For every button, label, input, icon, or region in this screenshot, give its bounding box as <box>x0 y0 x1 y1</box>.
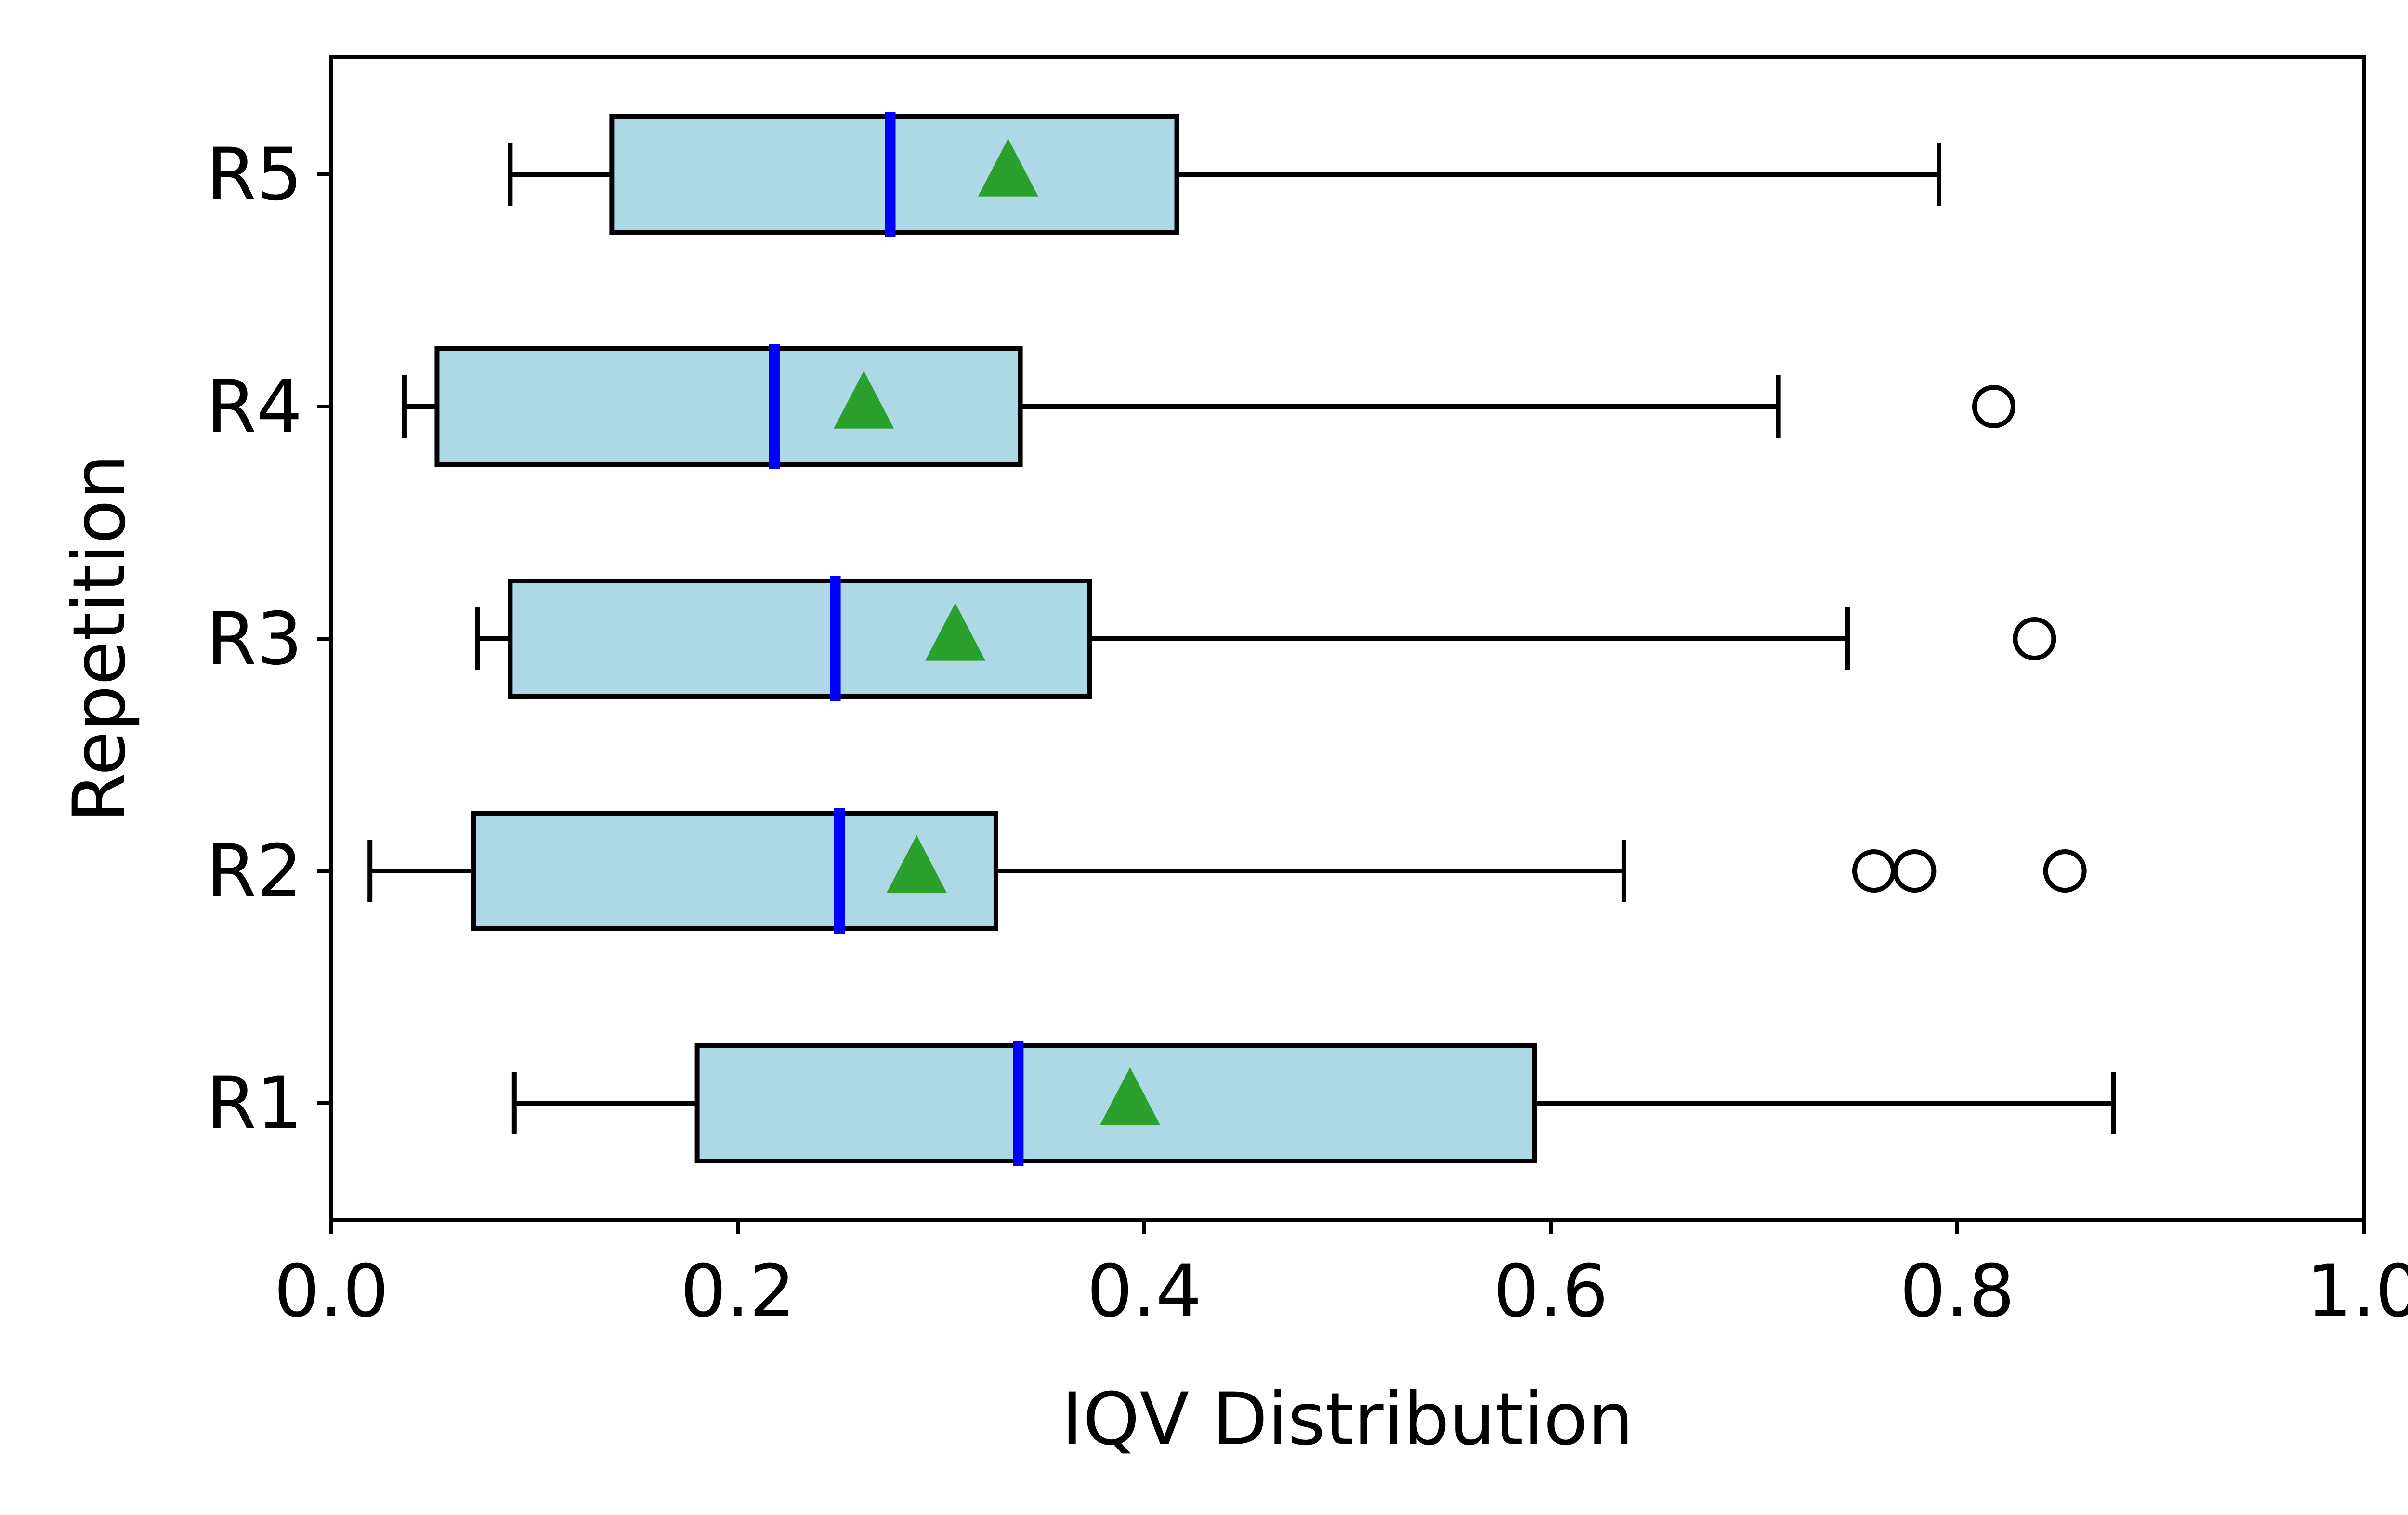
outlier-point <box>2043 849 2087 893</box>
y-tick-label: R3 <box>206 597 302 681</box>
y-tick-label: R2 <box>206 830 302 913</box>
x-axis-label: IQV Distribution <box>1061 1378 1634 1462</box>
y-tick-label: R5 <box>206 133 302 217</box>
x-tick-label: 0.6 <box>1493 1250 1609 1333</box>
x-tick-label: 0.2 <box>681 1250 796 1333</box>
iqr-box <box>434 346 1023 467</box>
box-group-r4 <box>402 344 2015 469</box>
x-tick-label: 0.0 <box>274 1250 389 1333</box>
boxes-layer <box>367 112 2116 1166</box>
mean-marker <box>925 603 986 661</box>
box-group-r5 <box>508 112 1942 237</box>
mean-marker <box>978 138 1038 197</box>
mean-marker <box>1099 1067 1160 1125</box>
outlier-point <box>1893 849 1937 893</box>
y-axis-label: Repetition <box>58 454 142 822</box>
box-group-r1 <box>511 1041 2116 1166</box>
iqr-box <box>508 579 1092 699</box>
outlier-point <box>1852 849 1896 893</box>
x-tick-label: 0.4 <box>1087 1250 1202 1333</box>
axes-layer: 0.0 0.2 0.4 0.6 0.8 1.0 R1 R2 R3 R4 R5 <box>206 133 2408 1333</box>
outlier-point <box>1972 385 2015 428</box>
x-tick-label: 0.8 <box>1900 1250 2015 1333</box>
y-tick-label: R1 <box>206 1062 302 1146</box>
mean-marker <box>834 370 894 429</box>
outlier-point <box>2013 617 2056 660</box>
x-tick-label: 1.0 <box>2306 1250 2408 1333</box>
y-tick-label: R4 <box>206 365 302 449</box>
box-group-r2 <box>367 808 2087 934</box>
box-group-r3 <box>475 576 2056 701</box>
mean-marker <box>886 835 947 893</box>
